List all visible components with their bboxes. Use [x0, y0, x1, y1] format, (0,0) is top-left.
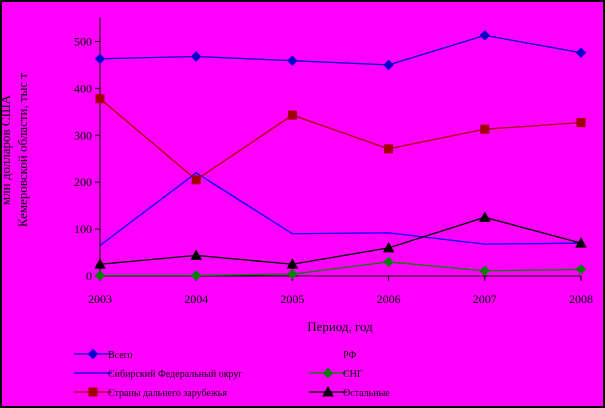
y-tick-label: 500: [74, 34, 92, 48]
data-point-0: [575, 47, 587, 58]
data-point-4: [576, 118, 586, 128]
legend-item: СНГ: [309, 367, 363, 380]
legend-swatch-marker: [87, 348, 99, 360]
data-point-4: [191, 175, 201, 185]
x-tick-label: 2003: [88, 292, 112, 306]
data-point-5: [94, 258, 106, 269]
y-tick-label: 200: [74, 175, 92, 189]
data-point-5: [382, 241, 395, 253]
data-point-0: [383, 59, 394, 71]
legend-swatch-marker: [322, 367, 334, 379]
data-point-3: [383, 256, 394, 268]
x-tick-label: 2005: [280, 292, 304, 306]
y-tick-label: 100: [74, 222, 92, 236]
legend-item: Всего: [74, 348, 133, 361]
legend-item: Сибирский Федеральный округ: [74, 369, 243, 380]
data-point-0: [94, 53, 106, 65]
legend-label: РФ: [343, 350, 356, 361]
x-tick-label: 2007: [473, 292, 497, 306]
series-line-0: [99, 34, 582, 66]
series-line-3: [100, 261, 582, 277]
x-axis-title: Период, год: [307, 319, 373, 334]
x-tick-label: 2004: [184, 292, 208, 306]
data-point-5: [575, 237, 587, 248]
legend: Всего РФ Сибирский Федеральный округ СНГ Стр…: [74, 348, 390, 399]
legend-label: Всего: [108, 350, 133, 361]
series-markers: [94, 30, 587, 281]
legend-label: Страны дальнего зарубежья: [108, 388, 227, 399]
series-line-2: [99, 172, 582, 247]
data-point-3: [287, 268, 298, 280]
y-tick-label: 300: [74, 128, 92, 142]
data-point-3: [575, 264, 587, 275]
data-point-4: [480, 124, 490, 134]
x-tick-label: 2008: [569, 292, 593, 306]
legend-swatch-marker: [88, 387, 98, 397]
legend-swatch-marker: [322, 385, 334, 397]
data-point-3: [94, 270, 106, 281]
x-tick-label: 2006: [377, 292, 401, 306]
legend-label: Остальные: [343, 388, 390, 399]
x-ticks: 2003 2004 2005 2006 2007 2008: [88, 276, 593, 306]
legend-label: СНГ: [343, 369, 363, 380]
series-lines: [99, 34, 582, 277]
data-point-5: [286, 258, 299, 269]
data-point-5: [190, 249, 203, 260]
data-point-3: [479, 265, 491, 277]
data-point-0: [287, 55, 298, 66]
data-point-4: [95, 94, 105, 104]
data-point-5: [478, 211, 491, 222]
y-axis-title: млн долларов США Кемеровской области, ты…: [0, 73, 30, 228]
y-axis-title-line-2: Кемеровской области, тыс т: [15, 73, 30, 228]
legend-item: РФ: [343, 350, 356, 361]
legend-label: Сибирский Федеральный округ: [108, 369, 243, 380]
data-point-0: [479, 30, 491, 41]
legend-item: Остальные: [309, 385, 390, 399]
y-tick-label: 400: [74, 81, 92, 95]
data-point-4: [384, 144, 394, 154]
data-point-0: [190, 51, 202, 62]
series-line-4: [99, 98, 582, 181]
series-line-5: [99, 216, 582, 265]
data-point-3: [190, 270, 202, 281]
y-tick-label: 0: [86, 269, 92, 283]
y-ticks: 0 100 200 300 400 500: [74, 34, 100, 283]
y-axis-title-line-1: млн долларов США: [0, 94, 13, 205]
data-point-4: [287, 110, 297, 120]
legend-item: Страны дальнего зарубежья: [74, 387, 227, 399]
